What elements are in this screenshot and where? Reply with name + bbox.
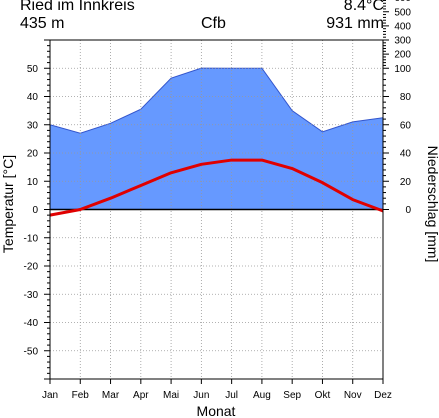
y-axis-right-label: Niederschlag [mm] [425,146,439,263]
temperature-series [49,158,384,217]
y-right-tick-label: 80 [400,92,412,103]
y-left-tick-label: -20 [24,262,39,273]
ticks: -50-40-30-20-100102030405002040608010020… [24,0,412,401]
y-right-tick-label: 600 [394,0,411,4]
y-right-tick-label: 60 [400,120,412,131]
y-right-tick-label: 0 [405,205,411,216]
precipitation-fill [50,68,383,210]
y-axis-left-label: Temperatur [°C] [0,155,16,253]
y-right-tick-label: 20 [400,177,412,188]
y-right-tick-label: 200 [394,50,411,61]
y-right-tick-label: 400 [394,21,411,32]
y-right-tick-label: 40 [400,149,412,160]
x-tick-label: Aug [253,390,271,401]
station-name: Ried im Innkreis [20,0,135,14]
y-right-tick-label: 100 [394,64,411,75]
y-left-tick-label: 50 [27,64,39,75]
annual-precipitation: 931 mm [326,15,384,32]
x-tick-label: Jan [42,390,58,401]
x-tick-label: Nov [344,390,362,401]
x-tick-label: Feb [72,390,90,401]
y-right-tick-label: 500 [394,7,411,18]
x-tick-label: Mar [102,390,120,401]
x-axis-label: Monat [197,403,236,418]
y-left-tick-label: 10 [27,177,39,188]
altitude: 435 m [20,15,65,32]
x-tick-label: Jul [225,390,238,401]
precipitation-line [49,67,384,134]
precipitation-area [49,67,384,210]
climate-class: Cfb [201,15,226,32]
temperature-line [49,158,384,217]
y-left-tick-label: -30 [24,290,39,301]
y-left-tick-label: -50 [24,346,39,357]
x-tick-label: Dez [374,390,392,401]
x-tick-label: Okt [315,390,331,401]
y-left-tick-label: 0 [32,205,38,216]
y-left-tick-label: -10 [24,233,39,244]
x-tick-label: Apr [133,390,149,401]
x-tick-label: Jun [193,390,209,401]
mean-temperature: 8.4°C [343,0,384,14]
grid [50,40,383,379]
y-left-tick-label: 30 [27,120,39,131]
x-tick-label: Mai [163,390,179,401]
y-left-tick-label: 40 [27,92,39,103]
y-left-tick-label: 20 [27,149,39,160]
y-left-tick-label: -40 [24,318,39,329]
y-right-tick-label: 300 [394,36,411,47]
x-tick-label: Sep [283,390,301,401]
